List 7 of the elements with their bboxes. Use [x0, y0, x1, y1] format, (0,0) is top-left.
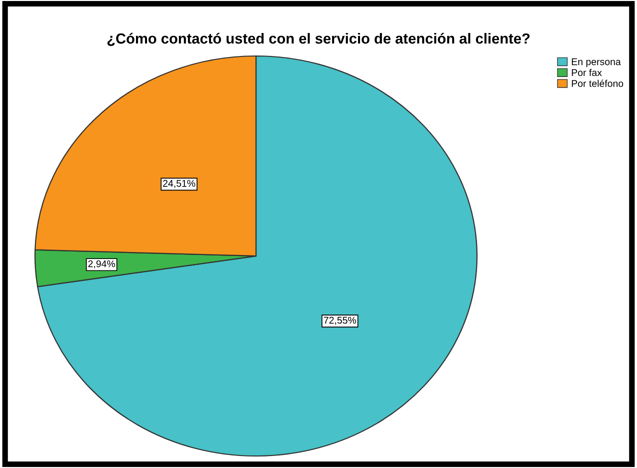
legend-label: En persona [572, 58, 621, 68]
chart-title: ¿Cómo contactó usted con el servicio de atención al cliente? [107, 32, 530, 46]
data-label: 24,51% [163, 180, 196, 188]
data-label: 72,55% [324, 316, 356, 325]
legend-label: Por fax [572, 68, 602, 76]
data-label: 2,94% [88, 260, 116, 268]
legend-label: Por teléfono [572, 80, 624, 87]
